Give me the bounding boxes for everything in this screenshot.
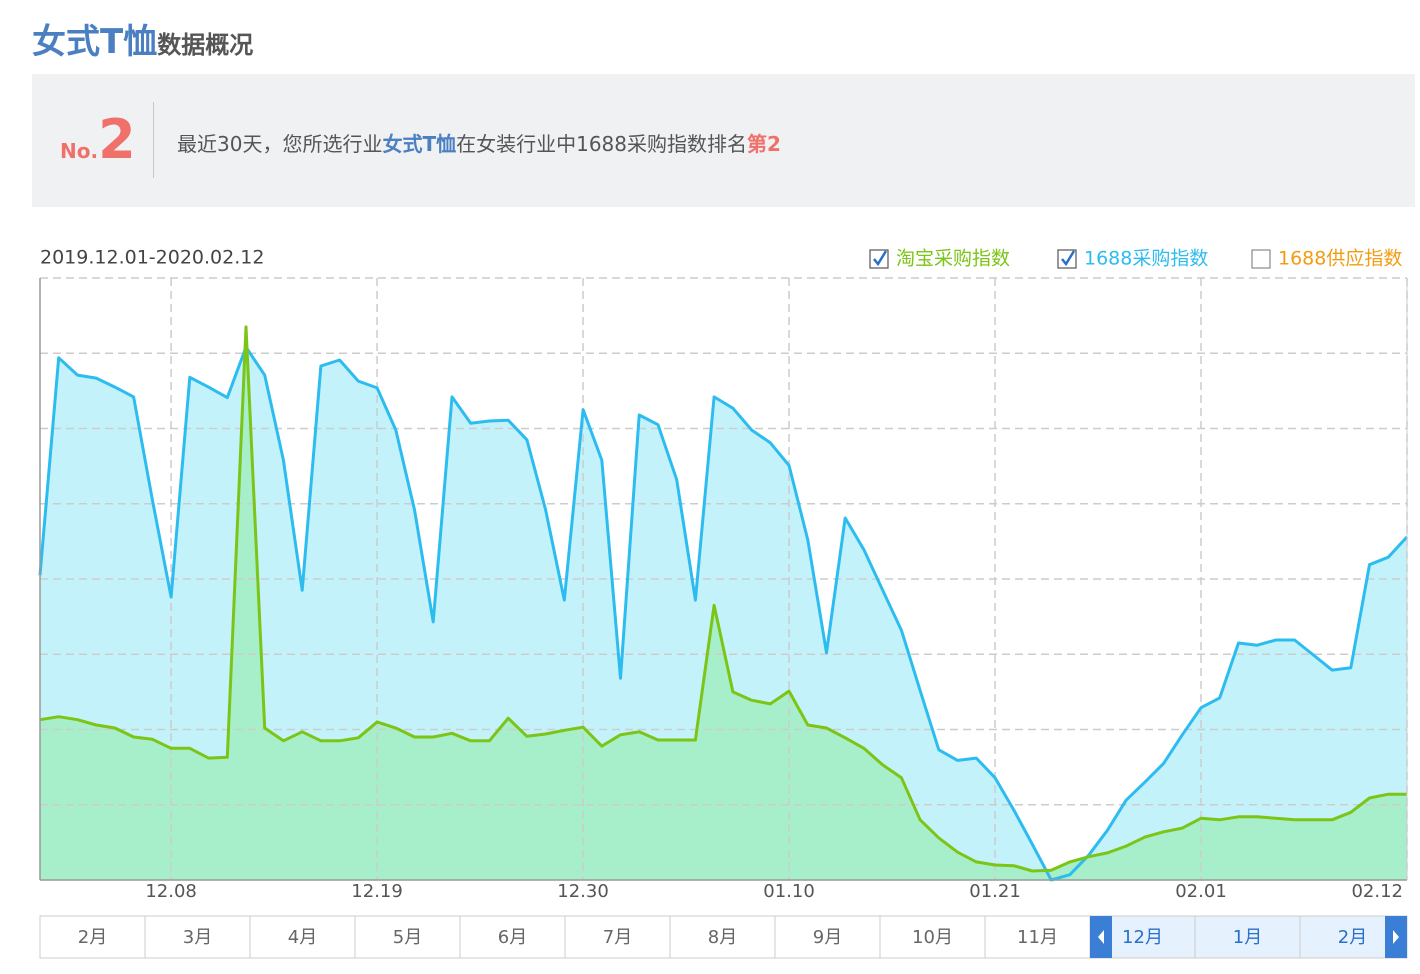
rank-banner: No.2 最近30天，您所选行业女式T恤在女装行业中1688采购指数排名第2 xyxy=(32,74,1415,207)
separator xyxy=(153,102,154,178)
legend-label: 1688采购指数 xyxy=(1084,248,1208,270)
title-rest: 数据概况 xyxy=(157,31,254,59)
x-tick-label: 02.01 xyxy=(1175,881,1227,902)
x-tick-label: 12.08 xyxy=(145,881,197,902)
x-tick-label: 01.21 xyxy=(969,881,1021,902)
navigator-month: 11月 xyxy=(1017,927,1058,948)
rank-number: 2 xyxy=(98,108,136,171)
navigator-arrow-left xyxy=(1098,930,1104,944)
navigator-month: 5月 xyxy=(393,927,422,948)
navigator-month: 2月 xyxy=(78,927,107,948)
no-label: No. xyxy=(60,139,99,163)
navigator-selected-month: 1月 xyxy=(1233,927,1262,948)
navigator-month: 6月 xyxy=(498,927,527,948)
chart: 2019.12.01-2020.02.12 12.08 12.19 12.30 01.… xyxy=(38,247,1409,959)
navigator-selected-month: 2月 xyxy=(1338,927,1367,948)
x-tick-label: 12.19 xyxy=(351,881,403,902)
x-tick-label: 02.12 xyxy=(1351,881,1403,902)
series-line xyxy=(38,345,1409,882)
navigator-month: 8月 xyxy=(708,927,737,948)
text-middle: 在女装行业中1688采购指数排名 xyxy=(456,132,748,156)
x-tick-label: 01.10 xyxy=(763,881,815,902)
navigator-month: 3月 xyxy=(183,927,212,948)
rank-text: 最近30天，您所选行业女式T恤在女装行业中1688采购指数排名第2 xyxy=(177,128,781,157)
rank-badge: No.2 xyxy=(60,108,136,171)
navigator-month: 10月 xyxy=(912,927,953,948)
legend-check xyxy=(873,250,888,267)
text-before: 最近30天，您所选行业 xyxy=(177,132,383,156)
navigator-month: 9月 xyxy=(813,927,842,948)
legend-check xyxy=(1061,250,1076,267)
legend-checkbox xyxy=(1251,249,1271,269)
series-area xyxy=(40,326,1407,880)
legend-label: 淘宝采购指数 xyxy=(896,248,1010,270)
navigator-month: 4月 xyxy=(288,927,317,948)
legend-label: 1688供应指数 xyxy=(1278,248,1402,270)
navigator-month: 7月 xyxy=(603,927,632,948)
navigator-selected-month: 12月 xyxy=(1122,927,1163,948)
series-line xyxy=(39,325,1407,873)
date-range: 2019.12.01-2020.02.12 xyxy=(40,247,264,269)
x-tick-label: 12.30 xyxy=(557,881,609,902)
title-highlight: 女式T恤 xyxy=(32,22,158,62)
page-title: 女式T恤数据概况 xyxy=(32,14,253,63)
rank-text-value: 第2 xyxy=(747,132,781,156)
industry: 女式T恤 xyxy=(382,132,457,156)
navigator-arrow-right xyxy=(1393,930,1399,944)
